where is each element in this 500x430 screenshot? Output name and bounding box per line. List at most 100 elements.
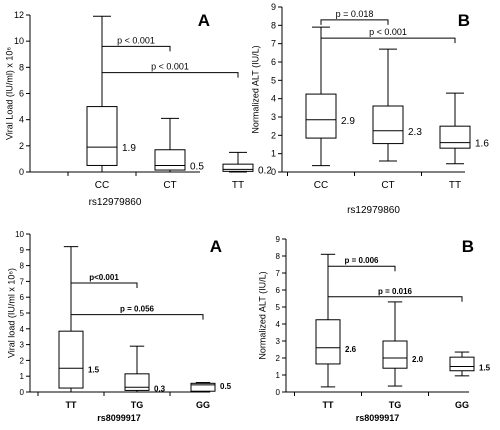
- iqr-box: [305, 93, 337, 139]
- iqr-box: [439, 125, 471, 149]
- iqr-box: [124, 373, 150, 391]
- median-value-label: 2.3: [408, 127, 422, 138]
- median-value-label: 1.5: [88, 365, 100, 374]
- y-tick-label: 8: [20, 262, 25, 271]
- median-value-label: 1.5: [479, 364, 491, 373]
- median-value-label: 2.9: [341, 116, 355, 127]
- category-label: GG: [196, 400, 210, 410]
- y-axis-title: Viral Load (IU/ml) x 10⁶: [4, 47, 14, 140]
- category-label: TT: [66, 400, 77, 410]
- y-tick-label: 9: [276, 235, 281, 244]
- box-TG: 2.0: [382, 301, 424, 387]
- y-tick-label: 3: [20, 341, 25, 350]
- box-TT: 1.5: [58, 246, 100, 393]
- y-tick-label: 7: [276, 269, 281, 278]
- significance-bracket: [327, 265, 396, 272]
- y-axis-title: Viral load (IU/ml x 10⁶): [6, 268, 16, 358]
- y-tick-label: 2: [271, 130, 276, 140]
- y-axis-title: Normalized ALT (IU/L): [257, 271, 267, 359]
- panel-letter: B: [458, 11, 470, 30]
- iqr-box: [58, 330, 84, 389]
- y-tick-label: 9: [271, 2, 276, 12]
- box-TT: 0.2: [222, 151, 272, 176]
- p-value-label: p<0.001: [89, 273, 119, 282]
- panel-letter: A: [198, 11, 210, 30]
- y-tick-label: 9: [20, 246, 25, 255]
- y-tick-label: 4: [276, 320, 281, 329]
- category-label: TG: [389, 400, 402, 410]
- y-tick-label: 8: [271, 20, 276, 30]
- box-TT: 2.6: [315, 253, 357, 388]
- y-tick-label: 0: [271, 167, 276, 177]
- y-tick-label: 2: [20, 356, 25, 365]
- significance-bracket: [70, 314, 204, 320]
- y-tick-label: 1: [271, 149, 276, 159]
- median-value-label: 2.6: [345, 345, 357, 354]
- y-tick-label: 6: [271, 57, 276, 67]
- significance-bracket: [101, 45, 171, 52]
- y-tick-label: 1: [20, 372, 25, 381]
- median-value-label: 0.5: [190, 161, 204, 172]
- iqr-box: [222, 163, 254, 172]
- p-value-label: p = 0.056: [120, 305, 155, 314]
- y-tick-label: 12: [14, 10, 24, 20]
- iqr-box: [315, 319, 341, 365]
- y-tick-label: 3: [271, 112, 276, 122]
- p-value-label: p < 0.001: [369, 27, 407, 37]
- y-tick-label: 8: [276, 252, 281, 261]
- significance-bracket: [70, 282, 138, 288]
- p-value-label: p < 0.001: [151, 62, 189, 72]
- y-tick-label: 10: [15, 230, 24, 239]
- x-axis-title: rs12979860: [347, 205, 400, 216]
- box-CT: 0.5: [154, 117, 204, 173]
- median-value-label: 0.3: [154, 384, 166, 393]
- category-label: CC: [95, 180, 109, 191]
- y-tick-label: 7: [271, 39, 276, 49]
- category-label: TT: [232, 180, 244, 191]
- iqr-box: [382, 340, 408, 369]
- y-tick-label: 7: [20, 277, 25, 286]
- panel-letter: A: [210, 237, 222, 256]
- y-tick-label: 6: [19, 89, 24, 99]
- box-CC: 2.9: [305, 26, 355, 167]
- y-tick-label: 4: [271, 94, 276, 104]
- median-value-label: 0.5: [220, 382, 232, 391]
- p-value-label: p < 0.001: [117, 35, 155, 45]
- p-value-label: p = 0.018: [336, 9, 374, 19]
- y-axis-title: Normalized ALT (IU/L): [250, 45, 260, 133]
- category-label: GG: [455, 400, 469, 410]
- box-TT: 1.6: [439, 92, 489, 165]
- p-value-label: p = 0.006: [344, 256, 379, 265]
- y-tick-label: 0: [276, 388, 281, 397]
- category-label: CT: [381, 180, 394, 191]
- chart-panel-1: 0 2 4 6 8 10 12 CC CT TT 1.9 0.5 0.2 p < 0.001 p < 0.0…: [4, 10, 272, 208]
- box-TG: 0.3: [124, 345, 166, 393]
- chart-panel-4: 0 1 2 3 4 5 6 7 8 9 TT TG GG 2.6 2.0 1.5 p = 0.006 p = 0.…: [257, 235, 490, 423]
- category-label: CC: [314, 180, 328, 191]
- category-label: TT: [323, 400, 334, 410]
- y-tick-label: 6: [276, 286, 281, 295]
- median-value-label: 1.6: [475, 139, 489, 150]
- category-label: TG: [131, 400, 144, 410]
- y-tick-label: 1: [276, 371, 281, 380]
- panel-letter: B: [462, 237, 474, 256]
- y-tick-label: 6: [20, 293, 25, 302]
- y-tick-label: 8: [19, 62, 24, 72]
- chart-panel-2: 0 1 2 3 4 5 6 7 8 9 CC CT TT 2.9 2.3 1.6 p = 0.018 p < 0.…: [250, 2, 489, 216]
- iqr-box: [449, 356, 475, 372]
- iqr-box: [190, 382, 216, 392]
- y-tick-label: 0: [19, 167, 24, 177]
- box-CT: 2.3: [372, 48, 422, 162]
- significance-bracket: [101, 72, 239, 78]
- y-tick-label: 4: [20, 325, 25, 334]
- chart-panel-3: 0 1 2 3 4 5 6 7 8 9 10 TT TG GG 1.5 0.3 0.5 p<0.001 p = 0.…: [6, 230, 231, 423]
- y-tick-label: 5: [20, 309, 25, 318]
- y-tick-label: 3: [276, 337, 281, 346]
- significance-bracket: [320, 37, 456, 44]
- category-label: CT: [163, 180, 176, 191]
- y-tick-label: 2: [19, 141, 24, 151]
- significance-bracket: [327, 296, 463, 302]
- y-tick-label: 0: [20, 388, 25, 397]
- iqr-box: [86, 106, 118, 166]
